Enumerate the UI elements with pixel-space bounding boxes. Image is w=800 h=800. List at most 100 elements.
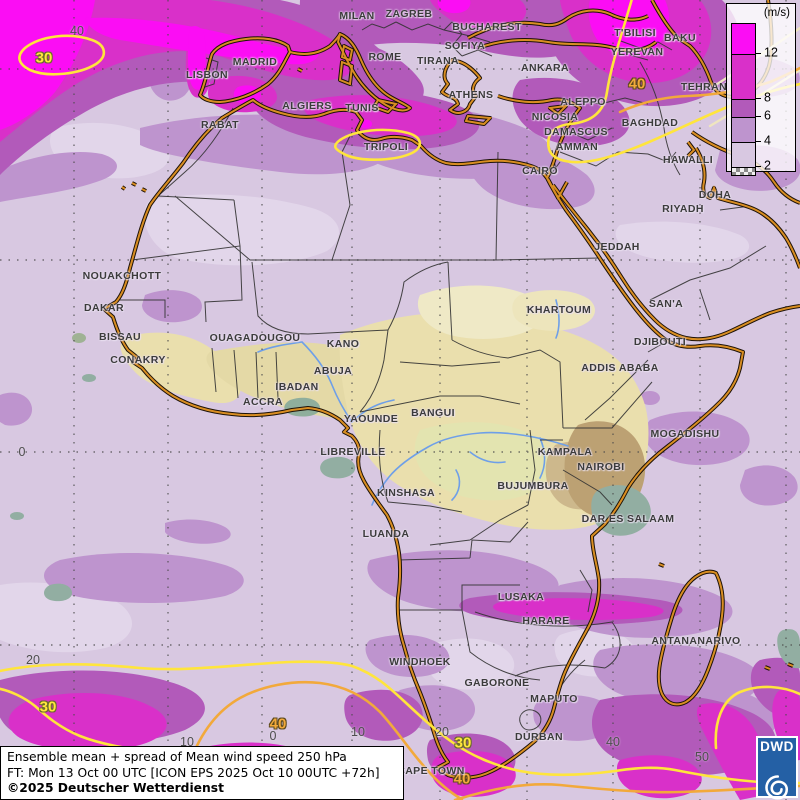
city-label-antananarivo: ANTANANARIVO [651, 635, 741, 647]
city-label-ouagadougou: OUAGADOUGOU [209, 332, 301, 344]
city-label-lusaka: LUSAKA [497, 591, 545, 603]
city-label-madrid: MADRID [232, 56, 278, 68]
chart-info-box: Ensemble mean + spread of Mean wind spee… [0, 746, 404, 800]
legend-segment [732, 24, 755, 54]
city-label-khartoum: KHARTOUM [526, 304, 592, 316]
city-label-rome: ROME [368, 51, 402, 63]
city-label-t-bilisi: T'BILISI [614, 27, 656, 39]
chart-forecast-time: FT: Mon 13 Oct 00 UTC [ICON EPS 2025 Oct… [7, 765, 380, 780]
legend-tick [756, 166, 761, 167]
city-label-rabat: RABAT [201, 119, 239, 131]
legend-segment [732, 99, 755, 117]
city-label-dar-es-salaam: DAR ES SALAAM [581, 513, 675, 525]
legend-tick-label: 6 [764, 108, 771, 123]
spread-gt12-blobs [0, 0, 670, 130]
dwd-logo: DWD [756, 736, 798, 800]
contour-label: 30 [35, 49, 53, 67]
city-label-bissau: BISSAU [98, 331, 142, 343]
city-label-nicosia: NICOSIA [531, 111, 579, 123]
city-label-accra: ACCRA [243, 396, 283, 408]
city-label-jeddah: JEDDAH [594, 241, 640, 253]
city-label-ankara: ANKARA [521, 62, 569, 74]
legend-tick-label: 8 [764, 90, 771, 105]
city-label-hawalli: HAWALLI [662, 154, 714, 166]
legend-tick [756, 98, 761, 99]
city-label-bujumbura: BUJUMBURA [497, 480, 569, 492]
city-label-conakry: CONAKRY [110, 354, 166, 366]
city-label-maputo: MAPUTO [530, 693, 578, 705]
rivers [257, 299, 569, 506]
city-label-yerevan: YEREVAN [610, 46, 664, 58]
contour-label: 10 [351, 725, 365, 739]
city-label-baku: BAKU [664, 32, 696, 44]
city-label-addis-ababa: ADDIS ABABA [581, 362, 659, 374]
legend-segment [732, 54, 755, 99]
city-label-tirana: TIRANA [416, 55, 460, 67]
contour-label: 10 [180, 735, 194, 749]
city-label-sofiya: SOFIYA [444, 40, 486, 52]
city-label-nairobi: NAIROBI [577, 461, 625, 473]
chart-copyright: ©2025 Deutscher Wetterdienst [7, 781, 224, 795]
city-label-abuja: ABUJA [313, 365, 353, 377]
contour-label: 0 [18, 445, 26, 459]
legend-tick-label: 12 [764, 45, 778, 60]
city-label-kinshasa: KINSHASA [376, 487, 436, 499]
city-label-tripoli: TRIPOLI [363, 141, 409, 153]
city-label-dakar: DAKAR [84, 302, 124, 314]
city-label-milan: MILAN [339, 10, 375, 22]
city-label-bucharest: BUCHAREST [452, 21, 522, 33]
contour-label: 40 [269, 715, 287, 733]
legend-color-bar [731, 23, 756, 176]
city-label-nouakchott: NOUAKCHOTT [82, 270, 162, 282]
contour-label: 50 [695, 750, 709, 764]
legend-segment [732, 117, 755, 142]
legend: (m/s) 12 8 6 4 2 [726, 3, 796, 176]
legend-segment [732, 142, 755, 167]
city-label-damascus: DAMASCUS [544, 126, 608, 138]
contour-label: 40 [606, 735, 620, 749]
city-label-athens: ATHENS [448, 89, 494, 101]
country-borders [120, 21, 767, 731]
city-label-durban: DURBAN [515, 731, 563, 743]
city-label-baghdad: BAGHDAD [621, 117, 679, 129]
city-label-zagreb: ZAGREB [385, 8, 433, 20]
contour-label: 40 [453, 770, 471, 788]
legend-tick [756, 141, 761, 142]
city-label-windhoek: WINDHOEK [389, 656, 451, 668]
legend-tick-label: 4 [764, 133, 771, 148]
contour-label: 30 [39, 698, 57, 716]
spiral-icon [765, 775, 789, 800]
contour-label: 40 [628, 75, 646, 93]
city-label-doha: DOHA [698, 189, 732, 201]
legend-tick [756, 116, 761, 117]
city-label-lisbon: LISBON [185, 69, 229, 81]
city-label-harare: HARARE [522, 615, 570, 627]
city-label-tehran: TEHRAN [680, 81, 728, 93]
city-label-cape-town: CAPE TOWN [397, 765, 465, 777]
city-label-libreville: LIBREVILLE [320, 446, 386, 458]
city-label-bangui: BANGUI [411, 407, 455, 419]
legend-tick-label: 2 [764, 158, 771, 173]
city-label-kampala: KAMPALA [537, 446, 593, 458]
city-label-amman: AMMAN [555, 141, 599, 153]
city-label-cairo: CAIRO [522, 165, 558, 177]
city-label-luanda: LUANDA [362, 528, 410, 540]
legend-title: (m/s) [763, 7, 790, 19]
city-label-ibadan: IBADAN [275, 381, 319, 393]
legend-tick [756, 53, 761, 54]
city-label-gaborone: GABORONE [464, 677, 530, 689]
contour-label: 40 [70, 24, 84, 38]
contour-label: 20 [435, 725, 449, 739]
city-label-kano: KANO [326, 338, 360, 350]
contour-label: 30 [454, 734, 472, 752]
city-label-riyadh: RIYADH [662, 203, 704, 215]
city-label-tunis: TUNIS [345, 102, 379, 114]
city-label-algiers: ALGIERS [282, 100, 332, 112]
city-label-aleppo: ALEPPO [560, 96, 606, 108]
city-label-yaounde: YAOUNDE [343, 413, 399, 425]
dwd-logo-text: DWD [760, 739, 794, 754]
city-label-djibouti: DJIBOUTI [633, 336, 687, 348]
city-label-san-a: SAN'A [648, 298, 684, 310]
